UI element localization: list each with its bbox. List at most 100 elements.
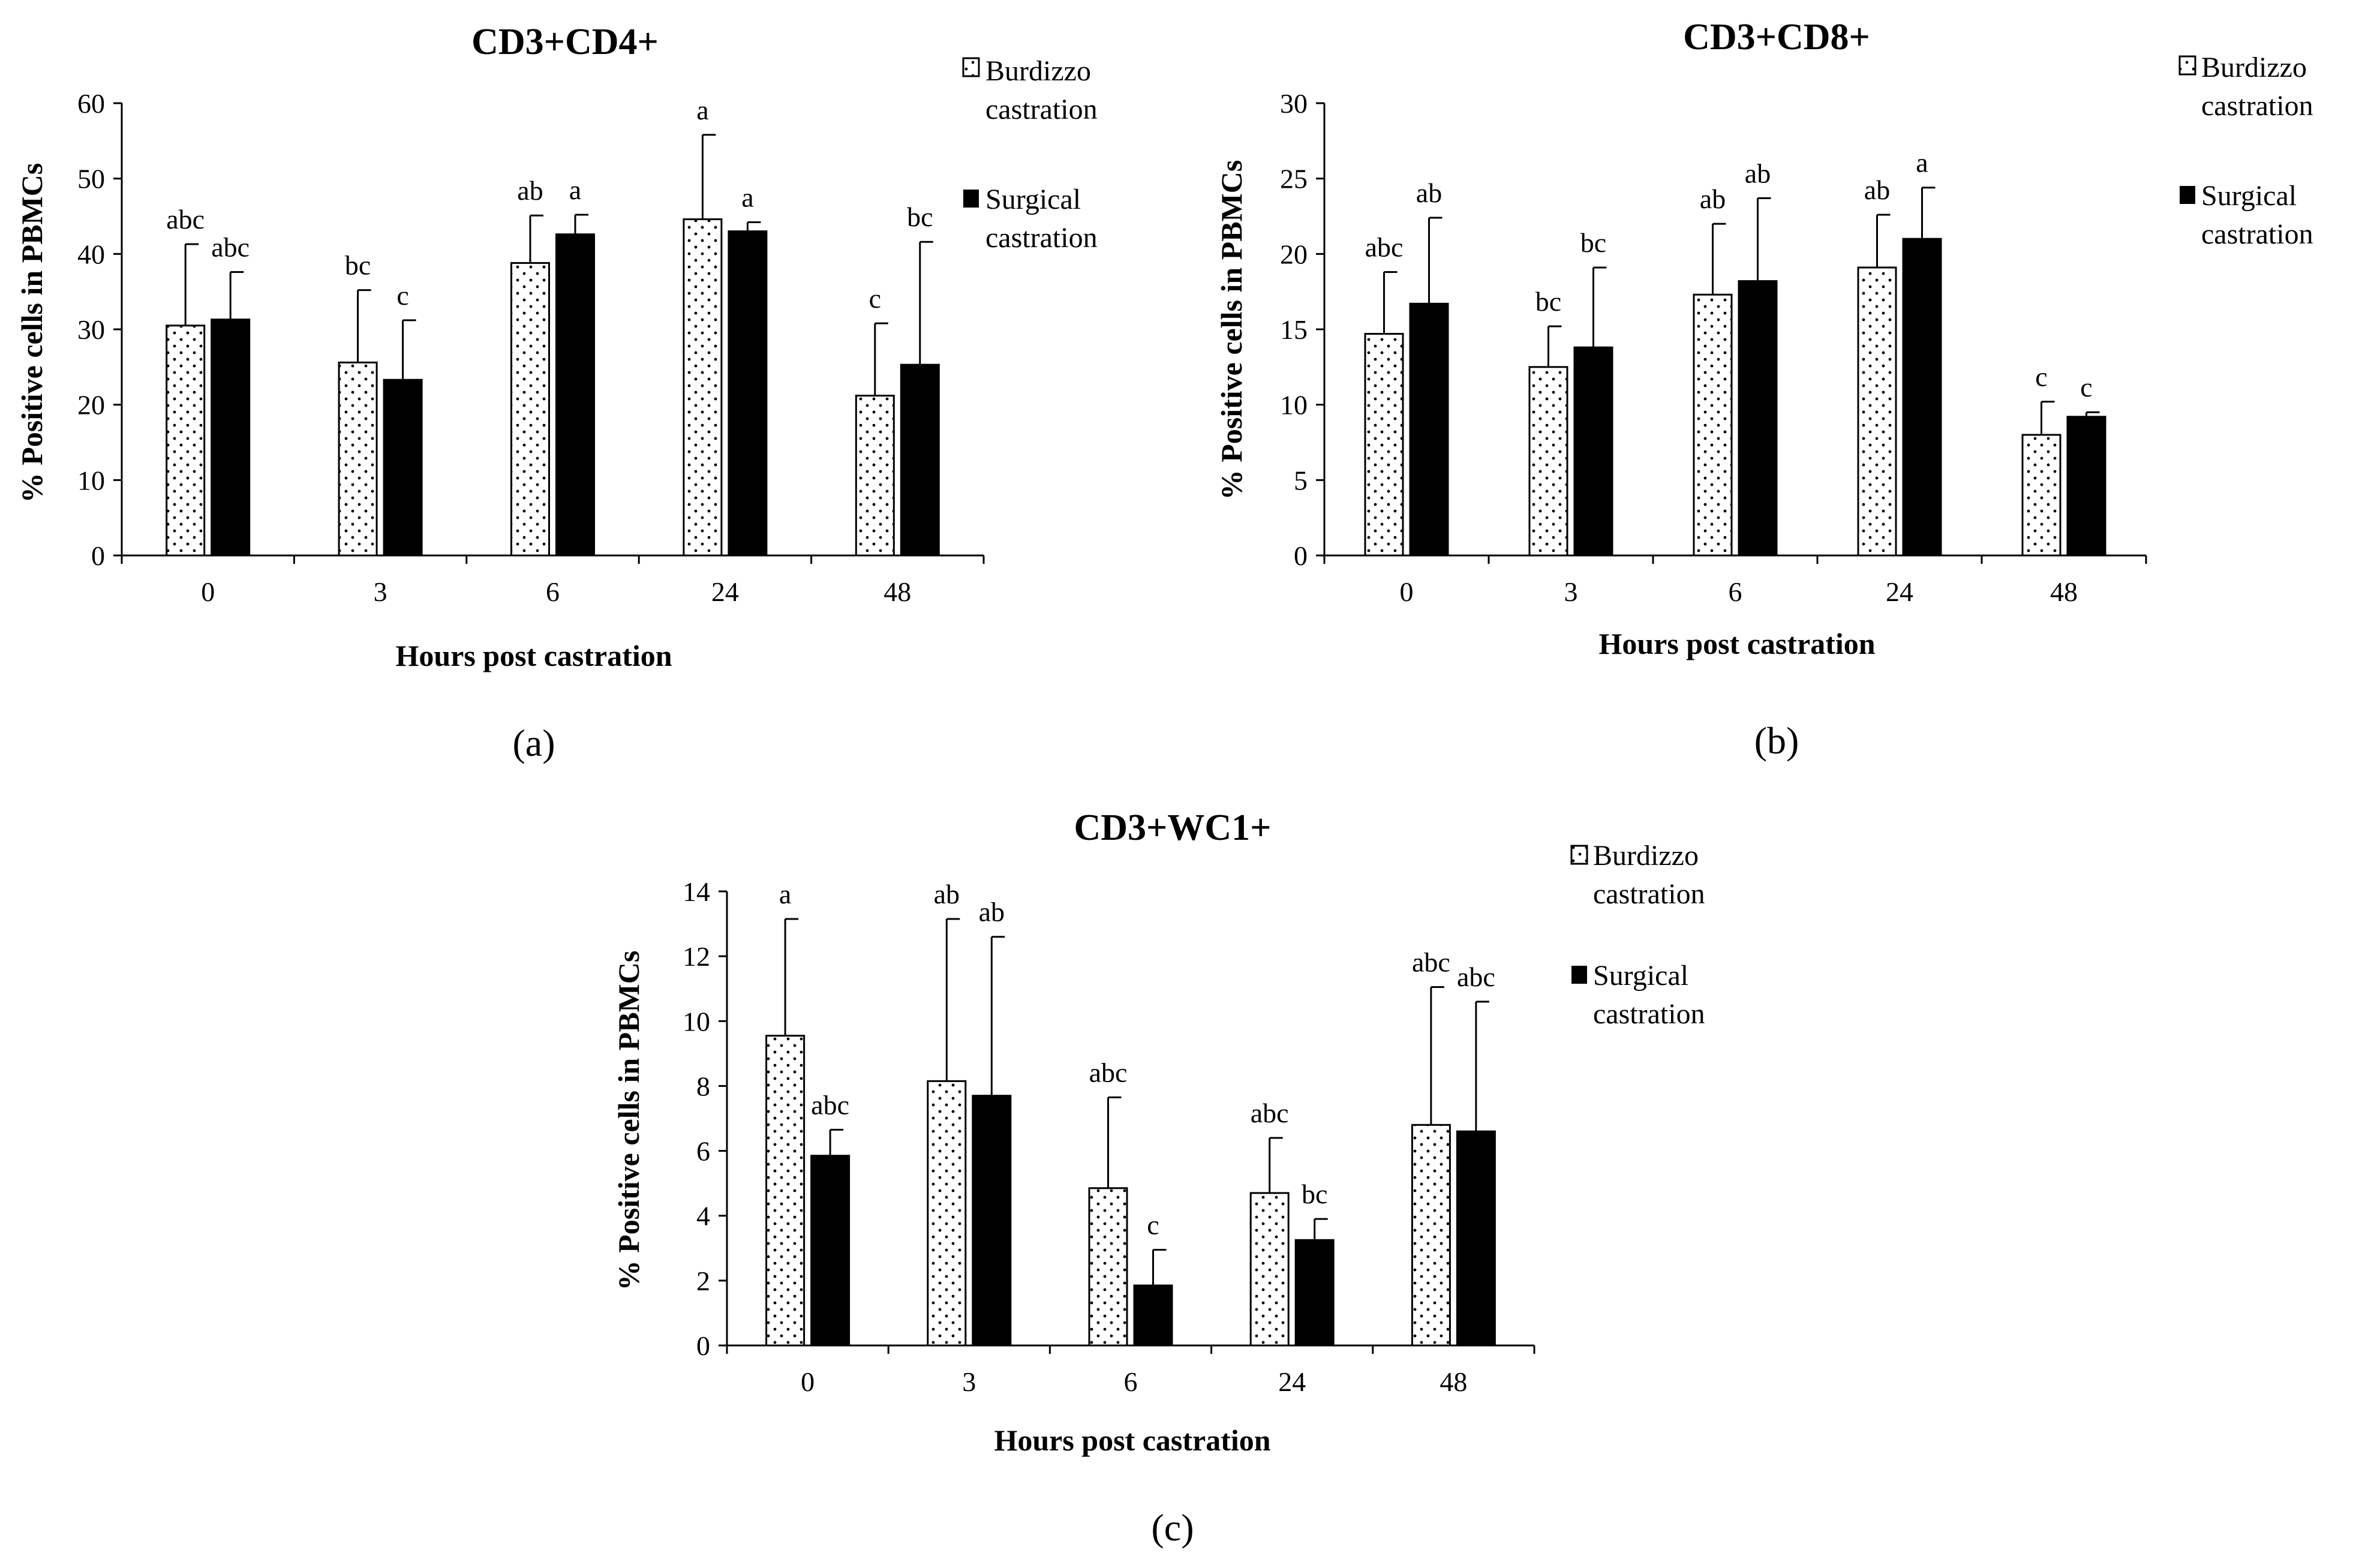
x-tick-label: 3 <box>374 576 387 607</box>
y-tick-label: 0 <box>91 540 105 571</box>
legend-burdizzo-line2: castration <box>985 94 1098 125</box>
chart-c-xlabel: Hours post castration <box>994 1423 1270 1457</box>
chart-a-title: CD3+CD4+ <box>471 22 659 62</box>
bar-surgical <box>1573 346 1613 557</box>
x-tick-label: 48 <box>2050 576 2078 607</box>
y-tick-label: 30 <box>77 314 105 345</box>
legend-surgical-line1: Surgical <box>2201 180 2297 212</box>
significance-label: ab <box>1864 175 1890 205</box>
chart-b-legend: Burdizzo castration Surgical castration <box>2178 52 2313 250</box>
legend-burdizzo-swatch <box>1570 845 1588 865</box>
x-tick-label: 0 <box>201 576 215 607</box>
bar-surgical <box>1294 1239 1335 1347</box>
legend-surgical-line2: castration <box>985 222 1098 254</box>
bar-burdizzo <box>683 218 723 557</box>
legend-surgical-swatch <box>2180 186 2195 204</box>
bar-burdizzo <box>855 395 895 557</box>
significance-label: abc <box>1412 947 1450 978</box>
significance-label: abc <box>1365 232 1404 262</box>
significance-label: abc <box>1251 1098 1289 1128</box>
significance-label: ab <box>934 879 960 909</box>
y-tick-label: 6 <box>696 1136 710 1167</box>
bar-surgical <box>728 230 768 557</box>
bar-surgical <box>555 233 595 557</box>
bar-surgical <box>1738 280 1778 557</box>
legend-surgical-line1: Surgical <box>985 184 1081 215</box>
y-tick-label: 0 <box>1294 540 1308 571</box>
chart-b-xlabel: Hours post castration <box>1598 627 1875 660</box>
y-tick-label: 20 <box>77 390 105 420</box>
y-tick-label: 30 <box>1280 88 1308 119</box>
bar-surgical <box>1409 302 1449 557</box>
panel-label-a: (a) <box>512 722 555 764</box>
chart-a-legend: Burdizzo castration Surgical castration <box>962 55 1098 254</box>
chart-b-ylabel: % Positive cells in PBMCs <box>1215 160 1248 500</box>
legend-surgical-line2: castration <box>2201 218 2313 250</box>
y-tick-label: 15 <box>1280 314 1308 345</box>
significance-label: abc <box>1089 1057 1128 1088</box>
significance-label: ab <box>517 175 543 206</box>
significance-label: c <box>2035 362 2047 392</box>
significance-label: a <box>779 879 791 909</box>
bar-burdizzo <box>1857 266 1897 557</box>
significance-label: ab <box>1745 158 1771 188</box>
bar-surgical <box>972 1095 1012 1347</box>
y-tick-label: 40 <box>77 239 105 269</box>
bar-burdizzo <box>765 1035 806 1347</box>
legend-burdizzo-line1: Burdizzo <box>1593 840 1699 872</box>
legend-burdizzo-line1: Burdizzo <box>985 55 1091 87</box>
legend-burdizzo-swatch <box>2178 55 2196 76</box>
chart-cd3-cd8: CD3+CD8+ % Positive cells in PBMCs Hours… <box>1215 17 2313 762</box>
chart-cd3-cd4: CD3+CD4+ % Positive cells in PBMCs Hours… <box>15 22 1098 764</box>
bar-surgical <box>1902 238 1942 557</box>
bar-burdizzo <box>1693 293 1733 557</box>
chart-b-title: CD3+CD8+ <box>1683 17 1870 58</box>
significance-label: c <box>869 283 881 314</box>
significance-label: bc <box>345 250 371 281</box>
chart-c-ylabel: % Positive cells in PBMCs <box>612 951 645 1291</box>
legend-surgical-swatch <box>1571 966 1587 984</box>
x-tick-label: 6 <box>1124 1366 1138 1397</box>
legend-surgical-swatch <box>963 190 979 208</box>
legend-burdizzo-line2: castration <box>1593 878 1705 910</box>
x-tick-label: 0 <box>801 1366 815 1397</box>
bar-burdizzo <box>1411 1124 1451 1347</box>
significance-label: a <box>741 182 753 213</box>
bar-surgical <box>810 1155 851 1347</box>
y-tick-label: 4 <box>696 1201 710 1231</box>
significance-label: c <box>1147 1209 1159 1240</box>
y-tick-label: 60 <box>77 88 105 119</box>
bar-surgical <box>1456 1130 1496 1347</box>
x-tick-label: 24 <box>1278 1366 1306 1397</box>
y-tick-label: 5 <box>1294 465 1308 495</box>
significance-label: ab <box>1416 178 1442 208</box>
significance-label: c <box>396 280 408 311</box>
significance-label: bc <box>907 202 933 232</box>
y-tick-label: 20 <box>1280 239 1308 269</box>
x-tick-label: 24 <box>1886 576 1913 607</box>
bar-burdizzo <box>1528 366 1568 557</box>
y-tick-label: 8 <box>696 1071 710 1101</box>
legend-burdizzo-swatch <box>962 57 980 77</box>
significance-label: bc <box>1535 286 1561 317</box>
y-tick-label: 14 <box>683 876 710 907</box>
x-tick-label: 6 <box>546 576 560 607</box>
legend-burdizzo-line1: Burdizzo <box>2201 52 2307 83</box>
y-tick-label: 10 <box>77 465 105 495</box>
legend-burdizzo-line2: castration <box>2201 90 2313 122</box>
chart-c-title: CD3+WC1+ <box>1074 807 1272 848</box>
bar-burdizzo <box>1249 1192 1290 1347</box>
significance-label: abc <box>811 1089 849 1120</box>
y-tick-label: 50 <box>77 164 105 194</box>
significance-label: abc <box>211 232 250 262</box>
significance-label: ab <box>979 897 1005 927</box>
significance-label: a <box>1916 148 1928 178</box>
x-tick-label: 48 <box>884 576 911 607</box>
significance-label: abc <box>166 204 205 235</box>
significance-label: a <box>696 95 708 125</box>
bar-burdizzo <box>510 262 550 557</box>
y-tick-label: 25 <box>1280 164 1308 194</box>
panel-label-c: (c) <box>1151 1506 1194 1549</box>
bar-burdizzo <box>1088 1187 1128 1347</box>
